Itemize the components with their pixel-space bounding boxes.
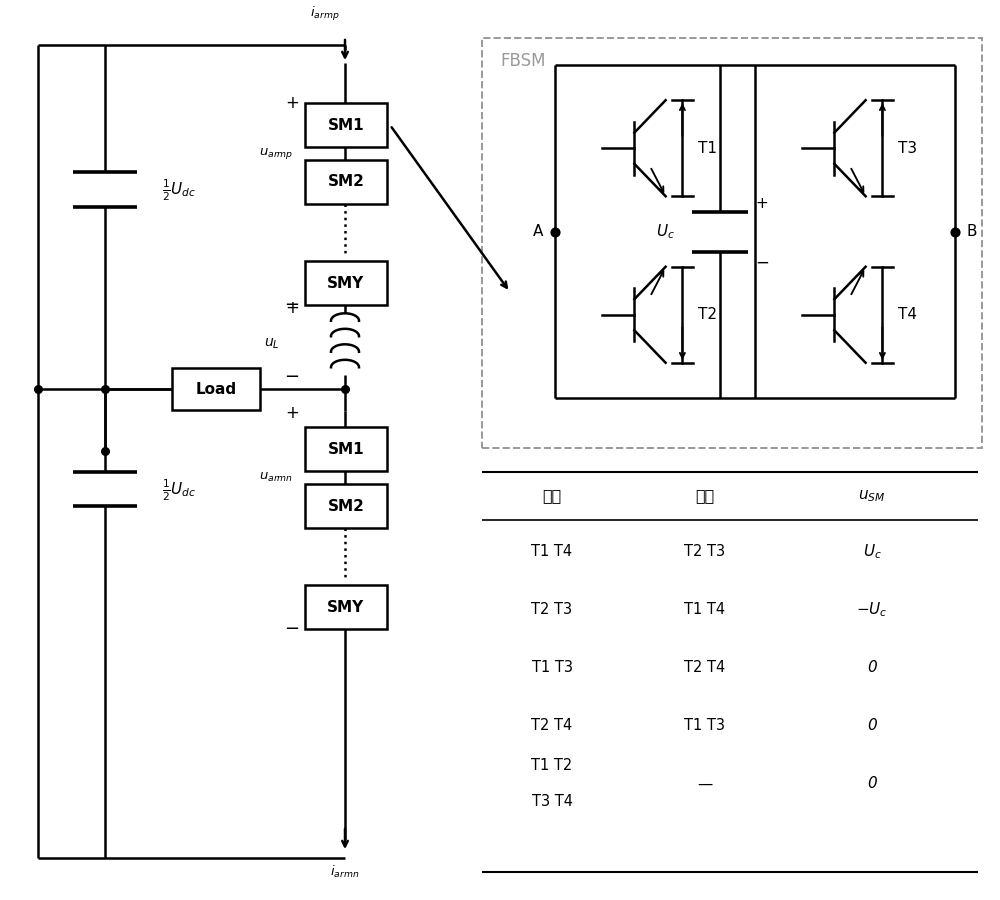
Text: T2 T4: T2 T4 — [531, 718, 573, 734]
Text: T1 T2: T1 T2 — [531, 759, 573, 773]
Text: T1 T4: T1 T4 — [684, 602, 726, 617]
Text: Load: Load — [195, 382, 237, 397]
Text: $\frac{1}{2}U_{dc}$: $\frac{1}{2}U_{dc}$ — [162, 177, 196, 202]
Text: B: B — [967, 224, 978, 239]
Bar — [305, 103, 387, 147]
Text: SM2: SM2 — [328, 499, 364, 514]
Text: 0: 0 — [867, 718, 877, 734]
Text: $-U_c$: $-U_c$ — [856, 600, 888, 619]
Text: T3: T3 — [898, 140, 917, 156]
Text: SMY: SMY — [327, 275, 365, 291]
Text: T1: T1 — [698, 140, 717, 156]
Text: −: − — [284, 620, 300, 638]
Bar — [305, 585, 387, 629]
Text: SM2: SM2 — [328, 175, 364, 190]
Text: $u_{armp}$: $u_{armp}$ — [259, 146, 293, 161]
Text: T2: T2 — [698, 307, 717, 322]
Text: −: − — [284, 368, 300, 386]
Text: +: + — [285, 299, 299, 317]
Text: SM1: SM1 — [328, 118, 364, 132]
Text: FBSM: FBSM — [500, 52, 546, 70]
Text: T2 T3: T2 T3 — [684, 544, 726, 560]
Bar — [305, 160, 387, 204]
Text: SM1: SM1 — [328, 442, 364, 456]
Text: +: + — [285, 94, 299, 112]
Bar — [305, 484, 387, 528]
Text: T1 T4: T1 T4 — [531, 544, 573, 560]
Text: −: − — [755, 254, 769, 272]
Text: $\frac{1}{2}U_{dc}$: $\frac{1}{2}U_{dc}$ — [162, 477, 196, 503]
Text: $U_c$: $U_c$ — [656, 222, 674, 241]
Text: T1 T3: T1 T3 — [684, 718, 726, 734]
Text: SMY: SMY — [327, 599, 365, 615]
Text: 关断: 关断 — [695, 489, 715, 503]
Bar — [305, 427, 387, 471]
Text: T2 T4: T2 T4 — [684, 661, 726, 676]
Text: +: + — [756, 196, 768, 211]
Text: $u_{armn}$: $u_{armn}$ — [259, 471, 293, 484]
Text: +: + — [285, 404, 299, 422]
Text: $i_{armn}$: $i_{armn}$ — [330, 864, 360, 880]
Text: —: — — [697, 777, 713, 791]
Text: T2 T3: T2 T3 — [531, 602, 573, 617]
Text: $i_{armp}$: $i_{armp}$ — [310, 5, 340, 23]
Text: T1 T3: T1 T3 — [532, 661, 572, 676]
Text: T4: T4 — [898, 307, 917, 322]
Bar — [482, 38, 982, 448]
Bar — [172, 368, 260, 410]
Text: 0: 0 — [867, 661, 877, 676]
Text: 闭合: 闭合 — [542, 489, 562, 503]
Text: A: A — [533, 224, 543, 239]
Text: T3 T4: T3 T4 — [532, 795, 572, 809]
Text: 0: 0 — [867, 777, 877, 791]
Text: $u_{SM}$: $u_{SM}$ — [858, 488, 886, 504]
Text: $u_L$: $u_L$ — [264, 337, 280, 351]
Bar — [305, 261, 387, 305]
Text: $U_c$: $U_c$ — [863, 543, 881, 562]
Text: −: − — [284, 296, 300, 314]
